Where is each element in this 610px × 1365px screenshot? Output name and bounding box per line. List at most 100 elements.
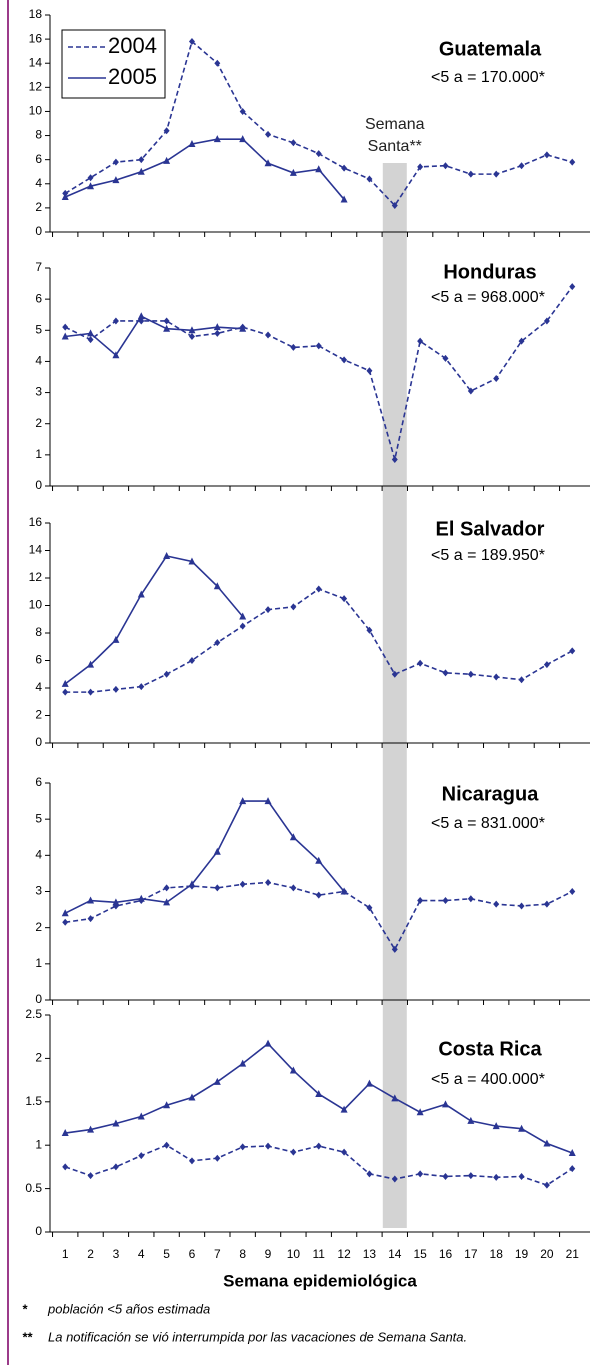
x-tick-label: 21 xyxy=(566,1247,580,1261)
data-point xyxy=(239,622,246,630)
y-tick-label: 0 xyxy=(35,735,42,749)
data-point xyxy=(62,688,69,696)
panel-subtitle: <5 a = 831.000* xyxy=(431,815,545,832)
x-tick-label: 14 xyxy=(388,1247,402,1261)
data-point xyxy=(163,884,170,892)
data-point xyxy=(290,139,297,147)
footnote-mark: ** xyxy=(22,1329,33,1344)
data-point xyxy=(163,156,171,164)
data-point xyxy=(315,150,322,158)
data-point xyxy=(87,660,95,668)
data-point xyxy=(188,557,196,565)
data-point xyxy=(137,894,145,902)
data-point xyxy=(569,158,576,166)
y-tick-label: 6 xyxy=(35,291,42,305)
data-point xyxy=(87,915,94,923)
y-tick-label: 5 xyxy=(35,811,42,825)
data-point xyxy=(518,1124,526,1132)
data-point xyxy=(239,880,246,888)
data-point xyxy=(365,1079,373,1087)
data-point xyxy=(391,456,398,464)
x-axis-title: Semana epidemiológica xyxy=(223,1271,417,1290)
footnote: población <5 años estimada xyxy=(47,1301,210,1316)
data-point xyxy=(493,375,500,383)
data-point xyxy=(112,1119,120,1127)
data-point xyxy=(138,683,145,691)
data-point xyxy=(569,1165,576,1173)
y-tick-label: 2.5 xyxy=(25,1007,42,1021)
data-point xyxy=(137,590,145,598)
data-point xyxy=(264,1039,272,1047)
y-tick-label: 0 xyxy=(35,478,42,492)
y-tick-label: 4 xyxy=(35,680,42,694)
y-tick-label: 1.5 xyxy=(25,1094,42,1108)
x-tick-label: 16 xyxy=(439,1247,453,1261)
data-point xyxy=(87,1125,95,1133)
data-point xyxy=(213,582,221,590)
data-point xyxy=(442,1172,449,1180)
data-point xyxy=(518,1172,525,1180)
data-point xyxy=(214,329,221,337)
data-point xyxy=(442,669,449,677)
data-point xyxy=(569,647,576,655)
data-point xyxy=(214,59,221,67)
data-point xyxy=(188,657,195,664)
y-tick-label: 4 xyxy=(35,176,42,190)
x-tick-label: 13 xyxy=(363,1247,377,1261)
data-point xyxy=(417,163,424,171)
series-line xyxy=(64,800,345,914)
data-point xyxy=(341,356,348,364)
data-point xyxy=(188,38,195,46)
data-point xyxy=(290,1148,297,1156)
data-point xyxy=(264,159,272,167)
y-tick-label: 14 xyxy=(29,543,43,557)
data-point xyxy=(391,945,398,953)
data-point xyxy=(391,670,398,678)
data-point xyxy=(214,884,221,892)
x-tick-label: 5 xyxy=(163,1247,170,1261)
data-point xyxy=(239,1059,247,1067)
data-point xyxy=(493,1173,500,1181)
data-point xyxy=(138,156,145,164)
panel-subtitle: <5 a = 189.950* xyxy=(431,547,545,564)
x-tick-label: 9 xyxy=(265,1247,272,1261)
data-point xyxy=(163,324,171,332)
data-point xyxy=(137,1112,145,1120)
x-tick-label: 15 xyxy=(413,1247,427,1261)
data-point xyxy=(543,661,550,669)
data-point xyxy=(417,1170,424,1178)
data-point xyxy=(391,1094,399,1102)
data-point xyxy=(543,1181,550,1189)
y-tick-label: 6 xyxy=(35,653,42,667)
data-point xyxy=(315,585,322,593)
panel-subtitle: <5 a = 968.000* xyxy=(431,289,545,306)
data-point xyxy=(366,1170,373,1178)
x-tick-label: 18 xyxy=(490,1247,504,1261)
data-point xyxy=(493,900,500,908)
data-point xyxy=(239,135,247,143)
data-point xyxy=(467,670,474,678)
data-point xyxy=(568,1149,576,1157)
data-point xyxy=(442,162,449,170)
data-point xyxy=(543,317,550,325)
data-point xyxy=(467,895,474,903)
data-point xyxy=(467,1116,475,1124)
x-tick-label: 3 xyxy=(113,1247,120,1261)
data-point xyxy=(265,331,272,339)
y-tick-label: 0 xyxy=(35,224,42,238)
panel-title: El Salvador xyxy=(436,518,545,540)
data-point xyxy=(492,1122,500,1130)
data-point xyxy=(188,333,195,341)
data-point xyxy=(239,107,246,115)
data-point xyxy=(493,673,500,681)
data-point xyxy=(163,317,170,325)
data-point xyxy=(163,898,171,906)
legend-label: 2005 xyxy=(108,64,157,89)
data-point xyxy=(188,880,196,888)
data-point xyxy=(61,332,69,340)
panel-subtitle: <5 a = 400.000* xyxy=(431,1071,545,1088)
data-point xyxy=(290,884,297,892)
data-point xyxy=(214,1154,221,1162)
data-point xyxy=(543,151,550,159)
y-tick-label: 1 xyxy=(35,447,42,461)
